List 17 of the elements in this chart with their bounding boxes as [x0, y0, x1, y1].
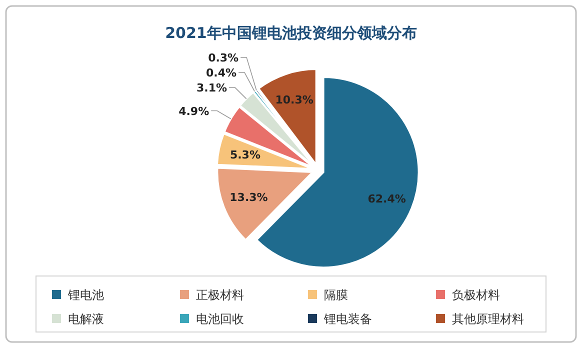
legend-label: 锂电池 — [67, 288, 104, 302]
data-label: 0.4% — [206, 66, 237, 80]
data-label: 5.3% — [230, 148, 260, 162]
legend-label: 锂电装备 — [323, 312, 372, 326]
data-label: 10.3% — [275, 93, 314, 106]
legend-label: 电解液 — [68, 312, 104, 326]
legend-label: 其他原理材料 — [452, 312, 524, 326]
data-label: 3.1% — [196, 82, 228, 95]
legend-label: 隔膜 — [324, 288, 348, 302]
legend-label: 电池回收 — [196, 312, 244, 326]
data-label: 13.3% — [230, 191, 268, 204]
data-label: 0.3% — [208, 52, 239, 65]
chart-title: 2021年中国锂电池投资细分领域分布 — [165, 24, 417, 42]
data-label: 62.4% — [368, 192, 406, 206]
legend-label: 负极材料 — [452, 288, 500, 302]
legend-label: 正极材料 — [196, 288, 244, 302]
data-label: 4.9% — [178, 104, 210, 118]
